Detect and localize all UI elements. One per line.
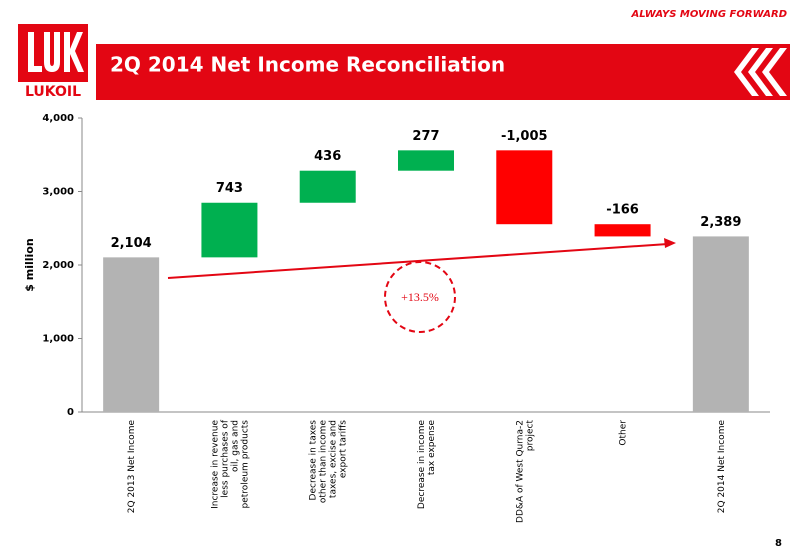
x-tick-label: 2Q 2013 Net Income	[127, 420, 137, 514]
bar	[299, 170, 356, 203]
x-tick-label: Increase in revenueless purchases ofoil,…	[210, 419, 250, 509]
bar	[398, 150, 454, 171]
value-label: 743	[216, 181, 243, 196]
y-tick-label: 3,000	[42, 187, 74, 198]
x-tick-label: 2Q 2014 Net Income	[716, 420, 726, 514]
y-tick-label: 2,000	[42, 260, 74, 271]
logo-text: LUKOIL	[25, 84, 81, 100]
value-label: 2,104	[111, 236, 152, 251]
title-bar	[96, 44, 790, 100]
growth-arrow	[167, 238, 676, 333]
value-label: -166	[606, 203, 639, 218]
y-tick-label: 4,000	[42, 113, 74, 124]
y-tick-label: 0	[67, 407, 74, 418]
bar	[496, 150, 553, 225]
slide-title: 2Q 2014 Net Income Reconciliation	[110, 53, 505, 77]
tagline: ALWAYS MOVING FORWARD	[631, 9, 788, 20]
bar	[594, 224, 651, 237]
x-tick-label: Decrease in taxesother than incometaxes,…	[308, 420, 348, 504]
x-tick-label: Other	[618, 420, 628, 446]
bar	[692, 236, 749, 412]
y-axis-label: $ million	[23, 238, 36, 291]
page-number: 8	[775, 538, 782, 549]
logo	[18, 24, 88, 82]
x-tick-label: DD&A of West Qurna-2project	[515, 420, 535, 523]
value-label: 2,389	[700, 215, 741, 230]
annotation: +13.5%	[401, 290, 439, 304]
bar	[201, 202, 258, 258]
x-tick-label: Decrease in incometax expense	[417, 420, 437, 510]
value-label: 277	[412, 129, 439, 144]
y-tick-label: 1,000	[42, 334, 74, 345]
value-label: -1,005	[501, 129, 548, 144]
chevrons	[734, 48, 787, 96]
bar	[103, 257, 160, 412]
value-label: 436	[314, 149, 341, 164]
